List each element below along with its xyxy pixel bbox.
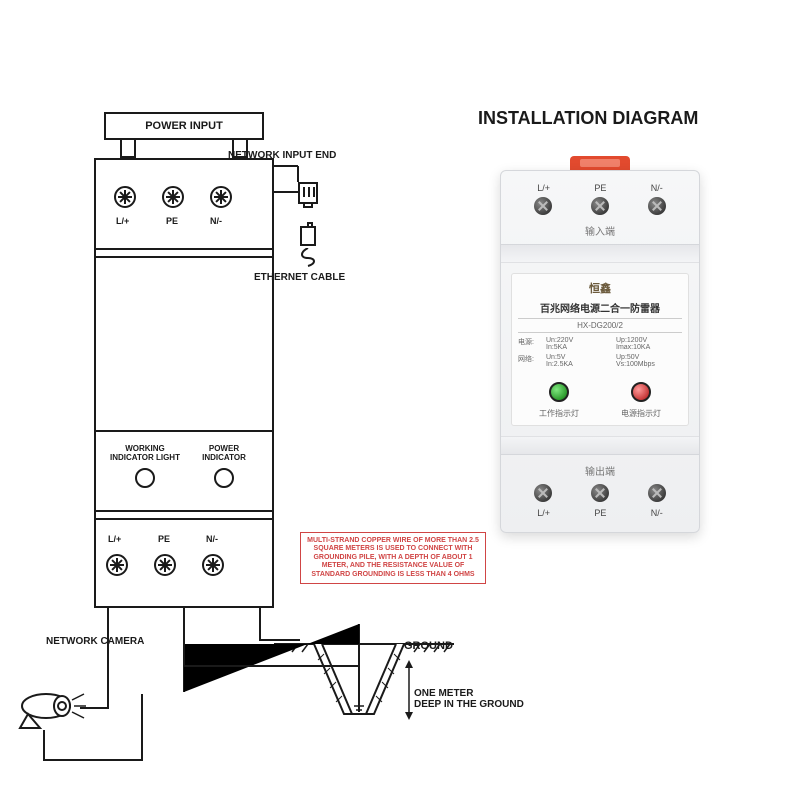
- bottom-terminals: [106, 554, 224, 576]
- neck-bottom: [501, 436, 699, 454]
- terminal-pe-bot: [154, 554, 176, 576]
- title-cn: 百兆网络电源二合一防雷器: [518, 300, 682, 315]
- screw-icon: [534, 484, 552, 502]
- input-cn: 输入端: [515, 223, 685, 238]
- prod-top-pe: PE: [594, 183, 606, 193]
- led-red-icon: [631, 382, 651, 402]
- terminal-n-bot: [202, 554, 224, 576]
- warning-text: MULTI-STRAND COPPER WIRE OF MORE THAN 2.…: [307, 537, 479, 578]
- prod-top-n: N/-: [651, 183, 663, 193]
- prod-bot-l: L/+: [537, 508, 550, 518]
- power-input-box: POWER INPUT: [104, 112, 264, 140]
- divider-3: [94, 510, 274, 512]
- spec-p2: In:5KA: [546, 344, 567, 351]
- led-power-cn: 电源指示灯: [621, 408, 661, 419]
- ethernet-plug-icon: [300, 226, 316, 246]
- top-terminals: [114, 186, 232, 208]
- prod-bot-n: N/-: [651, 508, 663, 518]
- bot-n-label: N/-: [206, 534, 218, 544]
- product-body: L/+ PE N/- 输入端 恒鑫 百兆网络电源二合一防雷器 HX-DG200/…: [500, 170, 700, 533]
- top-l-label: L/+: [116, 216, 129, 226]
- spec-power-label: 电源:: [518, 337, 542, 351]
- power-input-label: POWER INPUT: [145, 120, 223, 132]
- working-indicator-circle: [135, 468, 155, 488]
- brand-cn: 恒鑫: [518, 280, 682, 296]
- network-camera-icon: [18, 688, 88, 738]
- prod-top-l: L/+: [537, 183, 550, 193]
- terminal-pe-top: [162, 186, 184, 208]
- spec-n4: Vs:100Mbps: [616, 361, 655, 368]
- terminal-n-top: [210, 186, 232, 208]
- divider-1b: [94, 256, 274, 258]
- spec-n2: In:2.5KA: [546, 361, 573, 368]
- bot-pe-label: PE: [158, 534, 170, 544]
- product-bottom-terminal-block: 输出端 L/+ PE N/-: [501, 454, 699, 532]
- top-clip: [570, 156, 630, 170]
- terminal-l-bot: [106, 554, 128, 576]
- screw-icon: [591, 484, 609, 502]
- rj45-connector-icon: [298, 182, 318, 204]
- one-meter-label: ONE METER DEEP IN THE GROUND: [414, 688, 524, 710]
- top-n-label: N/-: [210, 216, 222, 226]
- ground-label: GROUND: [404, 640, 453, 652]
- screw-icon: [648, 197, 666, 215]
- terminal-l-top: [114, 186, 136, 208]
- bot-l-label: L/+: [108, 534, 121, 544]
- tab-left: [120, 140, 136, 158]
- product-top-terminal-block: L/+ PE N/- 输入端: [501, 171, 699, 245]
- working-indicator-label: WORKING INDICATOR LIGHT: [108, 444, 182, 462]
- led-work-cn: 工作指示灯: [539, 408, 579, 419]
- model-label: HX-DG200/2: [518, 318, 682, 333]
- page-title: INSTALLATION DIAGRAM: [478, 108, 698, 129]
- top-pe-label: PE: [166, 216, 178, 226]
- working-indicator-wrap: WORKING INDICATOR LIGHT: [108, 444, 182, 488]
- network-camera-label: NETWORK CAMERA: [46, 636, 144, 647]
- depth-arrow-icon: [400, 660, 418, 720]
- neck-top: [501, 245, 699, 263]
- power-indicator-wrap: POWER INDICATOR: [192, 444, 256, 488]
- screw-icon: [534, 197, 552, 215]
- spec-p3: Up:1200V: [616, 337, 647, 344]
- spec-p1: Un:220V: [546, 337, 573, 344]
- network-input-end-label: NETWORK INPUT END: [228, 150, 336, 161]
- led-green-icon: [549, 382, 569, 402]
- spec-p4: Imax:10KA: [616, 344, 650, 351]
- power-indicator-label: POWER INDICATOR: [192, 444, 256, 462]
- cable-coil-icon: [296, 248, 322, 268]
- spec-n3: Up:50V: [616, 354, 639, 361]
- prod-bot-pe: PE: [594, 508, 606, 518]
- screw-icon: [648, 484, 666, 502]
- product-label-panel: 恒鑫 百兆网络电源二合一防雷器 HX-DG200/2 电源: Un:220VIn…: [511, 273, 689, 426]
- divider-3b: [94, 518, 274, 520]
- screw-icon: [591, 197, 609, 215]
- divider-2: [94, 430, 274, 432]
- warning-box: MULTI-STRAND COPPER WIRE OF MORE THAN 2.…: [300, 532, 486, 584]
- spec-n1: Un:5V: [546, 354, 565, 361]
- output-cn: 输出端: [515, 463, 685, 478]
- product-image: L/+ PE N/- 输入端 恒鑫 百兆网络电源二合一防雷器 HX-DG200/…: [500, 156, 700, 533]
- spec-net-label: 网络:: [518, 354, 542, 368]
- ethernet-cable-label: ETHERNET CABLE: [254, 272, 345, 283]
- power-indicator-circle: [214, 468, 234, 488]
- divider-1: [94, 248, 274, 250]
